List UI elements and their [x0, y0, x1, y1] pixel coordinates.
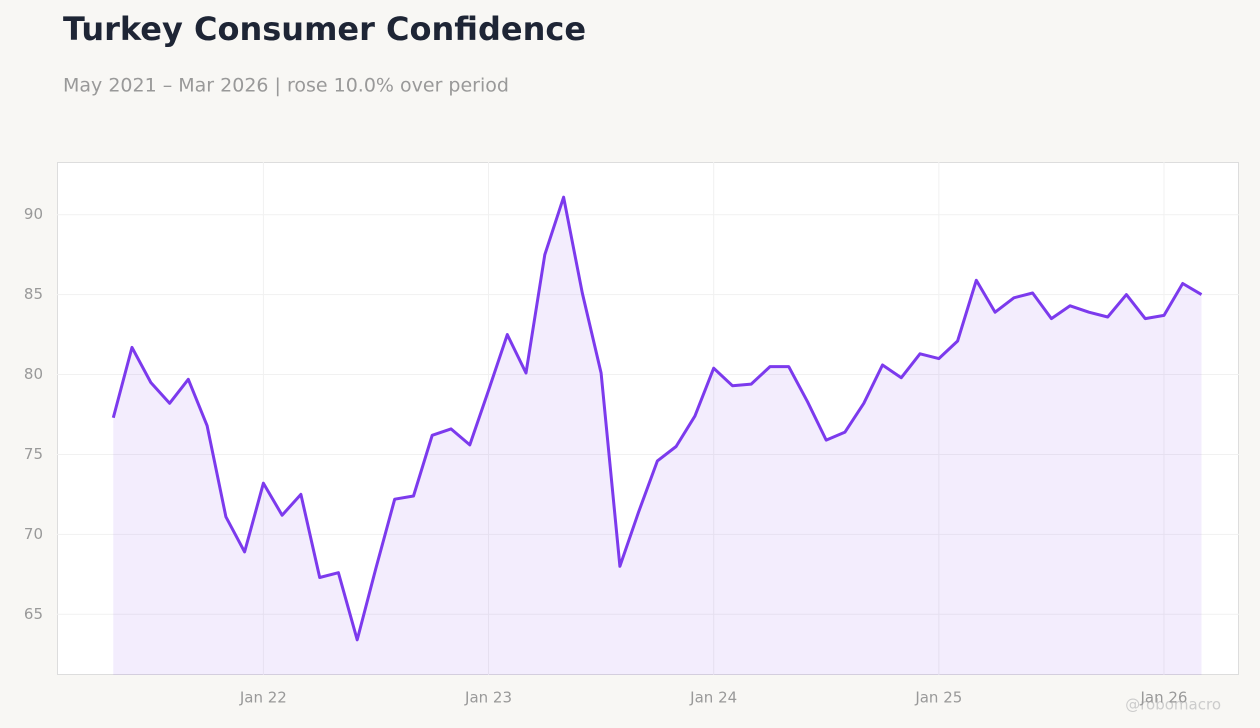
- y-tick-label: 85: [24, 285, 43, 303]
- chart-title: Turkey Consumer Confidence: [63, 10, 586, 48]
- x-tick-label: Jan 25: [914, 689, 962, 707]
- y-tick-label: 65: [24, 605, 43, 623]
- y-tick-label: 80: [24, 365, 43, 383]
- plot-area: [57, 162, 1239, 675]
- line: [111, 195, 1203, 642]
- area: [113, 197, 1202, 675]
- chart-subtitle: May 2021 – Mar 2026 | rose 10.0% over pe…: [63, 75, 509, 97]
- y-tick-label: 70: [24, 525, 43, 543]
- y-tick-label: 90: [24, 205, 43, 223]
- x-tick-label: Jan 23: [464, 689, 512, 707]
- x-tick-label: Jan 26: [1139, 689, 1187, 707]
- watermark: @robomacro: [1125, 696, 1221, 714]
- x-tick-label: Jan 22: [239, 689, 287, 707]
- y-tick-label: 75: [24, 445, 43, 463]
- x-tick-label: Jan 24: [689, 689, 737, 707]
